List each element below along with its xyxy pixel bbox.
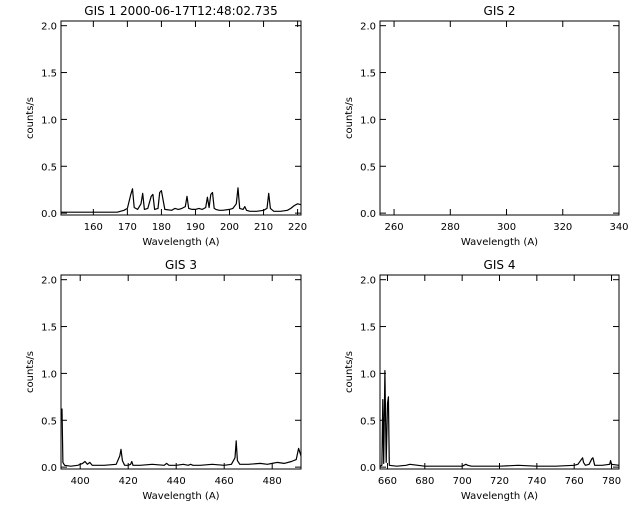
x-tick-label: 260 xyxy=(385,222,404,233)
plot-frame xyxy=(379,274,620,470)
plot-frame xyxy=(60,20,302,216)
y-tick-label: 0.0 xyxy=(41,209,57,220)
x-tick-label: 680 xyxy=(415,476,434,487)
x-tick-label: 720 xyxy=(490,476,509,487)
y-tick-label: 2.0 xyxy=(360,22,376,33)
x-tick-label: 700 xyxy=(453,476,472,487)
plot-frame xyxy=(379,20,620,216)
chart-title: GIS 4 xyxy=(484,258,516,272)
panel-gis-1: GIS 1 2000-06-17T12:48:02.735 160 170 180 19… xyxy=(25,4,307,248)
y-axis-label: counts/s xyxy=(344,351,355,393)
y-tick-label: 1.5 xyxy=(41,323,57,334)
x-tick-label: 420 xyxy=(119,476,138,487)
x-axis-label: Wavelength (A) xyxy=(461,491,538,502)
y-tick-label: 1.0 xyxy=(360,115,376,126)
x-tick-label: 220 xyxy=(288,222,307,233)
x-tick-label: 400 xyxy=(71,476,90,487)
y-tick-label: 1.0 xyxy=(41,369,57,380)
chart-title: GIS 1 2000-06-17T12:48:02.735 xyxy=(84,4,277,18)
spectrum-line xyxy=(61,187,301,213)
y-tick-label: 0.0 xyxy=(41,463,57,474)
spectrum-line xyxy=(380,370,619,467)
spectrum-line xyxy=(61,408,301,467)
y-axis-label: counts/s xyxy=(25,97,36,139)
x-tick-label: 180 xyxy=(152,222,171,233)
y-tick-label: 0.5 xyxy=(360,416,376,427)
y-tick-label: 2.0 xyxy=(41,276,57,287)
x-tick-label: 660 xyxy=(378,476,397,487)
x-tick-label: 160 xyxy=(84,222,103,233)
x-tick-label: 200 xyxy=(220,222,239,233)
y-tick-label: 0.5 xyxy=(360,162,376,173)
y-tick-label: 1.0 xyxy=(41,115,57,126)
x-tick-label: 300 xyxy=(497,222,516,233)
y-tick-label: 0.0 xyxy=(360,463,376,474)
y-tick-label: 0.5 xyxy=(41,416,57,427)
panel-gis-2: GIS 2 260 280 300 320 340 0.0 0.5 1.0 1.5 2.0 Wavel… xyxy=(344,4,629,248)
x-tick-label: 280 xyxy=(441,222,460,233)
y-tick-label: 1.5 xyxy=(41,69,57,80)
x-tick-label: 460 xyxy=(215,476,234,487)
x-tick-label: 190 xyxy=(186,222,205,233)
x-tick-label: 340 xyxy=(609,222,628,233)
y-tick-label: 1.5 xyxy=(360,323,376,334)
x-tick-label: 170 xyxy=(118,222,137,233)
y-tick-label: 0.5 xyxy=(41,162,57,173)
x-tick-label: 740 xyxy=(527,476,546,487)
y-axis-label: counts/s xyxy=(344,97,355,139)
panel-gis-4: GIS 4 660 680 700 720 740 760 780 0.0 0.5 1.0 1.5 2.… xyxy=(344,258,621,502)
y-tick-label: 1.5 xyxy=(360,69,376,80)
chart-title: GIS 2 xyxy=(484,4,516,18)
x-axis-label: Wavelength (A) xyxy=(142,237,219,248)
x-tick-label: 760 xyxy=(565,476,584,487)
y-tick-label: 2.0 xyxy=(41,22,57,33)
x-tick-label: 320 xyxy=(553,222,572,233)
y-tick-label: 0.0 xyxy=(360,209,376,220)
y-axis-label: counts/s xyxy=(25,351,36,393)
x-tick-label: 440 xyxy=(167,476,186,487)
chart-title: GIS 3 xyxy=(165,258,197,272)
x-tick-label: 480 xyxy=(263,476,282,487)
x-tick-label: 210 xyxy=(254,222,273,233)
x-axis-label: Wavelength (A) xyxy=(142,491,219,502)
x-axis-label: Wavelength (A) xyxy=(461,237,538,248)
y-tick-label: 2.0 xyxy=(360,276,376,287)
y-tick-label: 1.0 xyxy=(360,369,376,380)
plot-frame xyxy=(60,274,302,470)
panel-gis-3: GIS 3 400 420 440 460 480 0.0 0.5 1.0 1.5 2.0 Wavel… xyxy=(25,258,302,502)
x-tick-label: 780 xyxy=(602,476,621,487)
